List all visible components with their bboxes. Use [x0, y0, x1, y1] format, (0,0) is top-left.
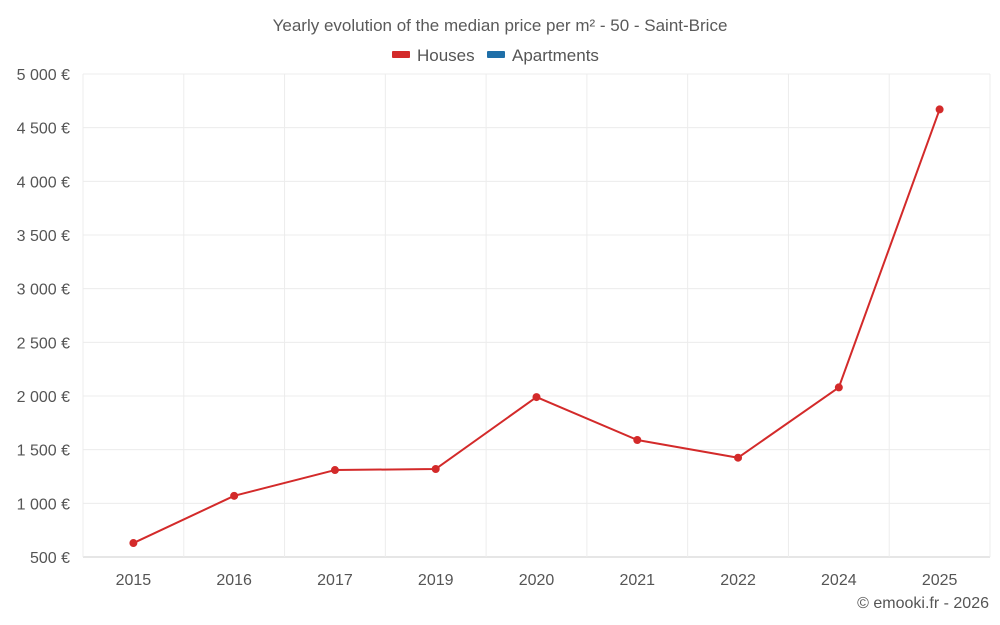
data-point-houses-2021[interactable]	[633, 436, 642, 445]
x-tick-label: 2017	[317, 572, 353, 589]
data-point-houses-2025[interactable]	[935, 105, 944, 114]
y-axis: 500 € 1 000 € 1 500 € 2 000 € 2 500 € 3 000 €…	[17, 67, 70, 567]
series-line-houses	[132, 109, 941, 544]
x-tick-label: 2021	[619, 572, 655, 589]
x-tick-label: 2022	[720, 572, 756, 589]
data-point-houses-2024[interactable]	[834, 383, 843, 392]
legend-label-apartments[interactable]: Apartments	[512, 46, 599, 65]
data-point-houses-2020[interactable]	[532, 393, 541, 402]
x-tick-label: 2015	[116, 572, 152, 589]
credit-text: © emooki.fr - 2026	[857, 595, 989, 612]
data-point-houses-2019[interactable]	[431, 464, 440, 473]
data-point-houses-2022[interactable]	[734, 453, 743, 462]
y-tick-label: 1 500 €	[17, 443, 70, 460]
x-tick-label: 2020	[519, 572, 555, 589]
legend-swatch-houses	[392, 51, 410, 58]
y-tick-label: 3 000 €	[17, 282, 70, 299]
x-tick-label: 2025	[922, 572, 958, 589]
y-tick-label: 2 500 €	[17, 335, 70, 352]
chart-title: Yearly evolution of the median price per…	[273, 16, 728, 35]
y-tick-label: 4 000 €	[17, 174, 70, 191]
y-tick-label: 4 500 €	[17, 121, 70, 138]
y-tick-label: 1 000 €	[17, 496, 70, 513]
x-tick-label: 2016	[216, 572, 252, 589]
data-point-houses-2015[interactable]	[129, 539, 138, 548]
x-tick-label: 2024	[821, 572, 857, 589]
y-tick-label: 2 000 €	[17, 389, 70, 406]
y-tick-label: 500 €	[30, 550, 70, 567]
legend: Houses Apartments	[392, 46, 599, 65]
x-axis: 2015 2016 2017 2019 2020 2021 2022 2024 2025	[116, 572, 958, 589]
y-tick-label: 3 500 €	[17, 228, 70, 245]
data-point-houses-2016[interactable]	[230, 491, 239, 500]
x-tick-label: 2019	[418, 572, 454, 589]
legend-label-houses[interactable]: Houses	[417, 46, 475, 65]
series-group	[129, 105, 944, 548]
grid	[82, 73, 991, 558]
data-point-houses-2017[interactable]	[330, 466, 339, 475]
legend-swatch-apartments	[487, 51, 505, 58]
y-tick-label: 5 000 €	[17, 67, 70, 84]
